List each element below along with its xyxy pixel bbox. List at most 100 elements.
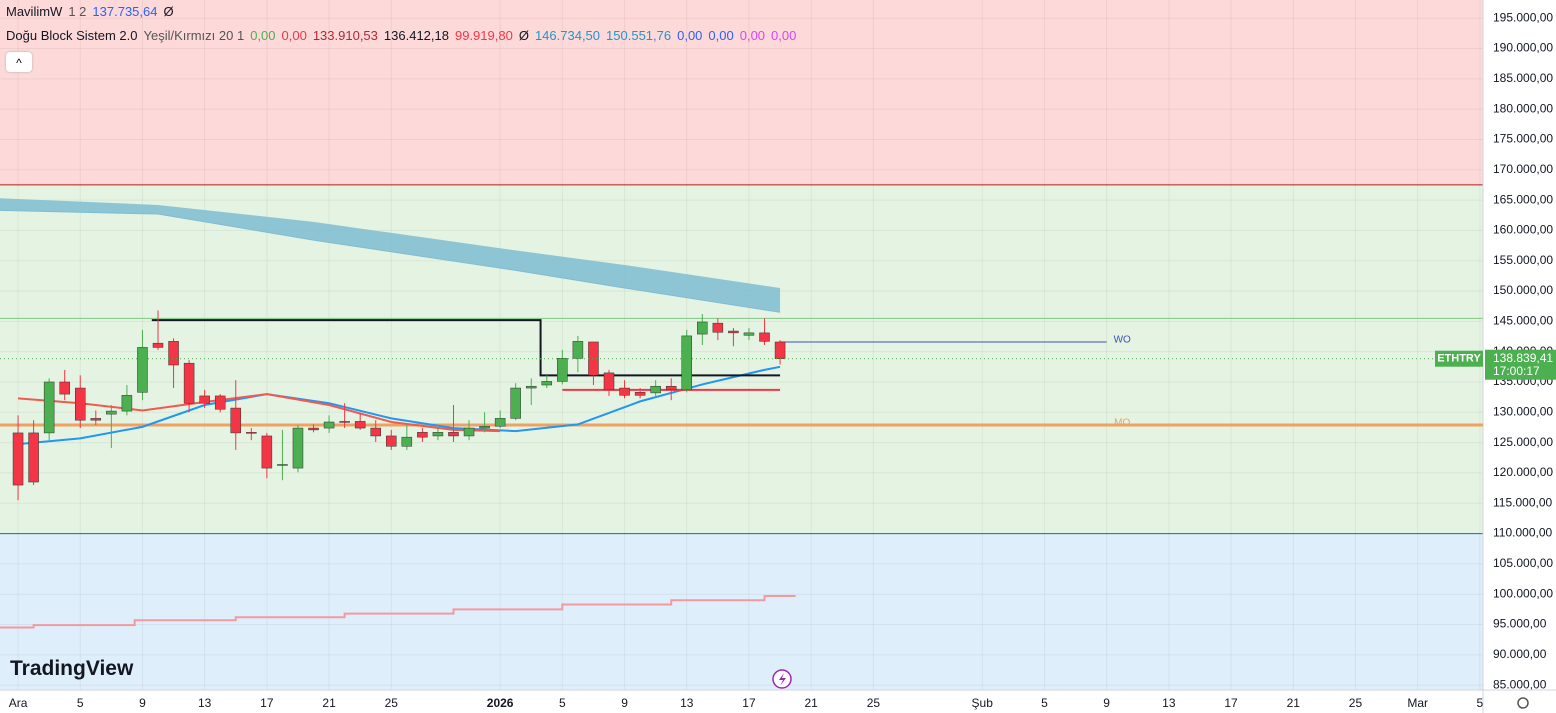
x-tick-label: Ara — [9, 696, 28, 710]
x-tick-label: 21 — [804, 696, 818, 710]
candle-body — [525, 385, 537, 389]
zone — [0, 0, 1483, 185]
candle-body — [90, 418, 102, 421]
candle-body — [370, 427, 381, 437]
candle-body — [650, 385, 661, 394]
y-tick-label: 145.000,00 — [1493, 314, 1553, 328]
y-tick-label: 155.000,00 — [1493, 253, 1553, 267]
candle-body — [137, 347, 148, 393]
overlay-line — [17, 393, 501, 433]
indicator-value: 146.734,50 — [534, 28, 601, 43]
y-tick-label: 105.000,00 — [1493, 556, 1553, 570]
y-tick-label: 180.000,00 — [1493, 101, 1553, 115]
y-tick-label: 130.000,00 — [1493, 404, 1553, 418]
x-tick-label: 17 — [742, 696, 756, 710]
level-label: WO — [1114, 335, 1131, 346]
indicator-value: 0,00 — [677, 28, 703, 43]
y-tick-label: 190.000,00 — [1493, 41, 1553, 55]
indicator-value: Ø — [163, 4, 174, 19]
legend-row[interactable]: MavilimW 1 2 137.735,64 Ø — [6, 2, 802, 26]
candle-body — [681, 335, 693, 391]
indicator-name: Doğu Block Sistem 2.0 — [6, 28, 138, 43]
indicator-value: 133.910,53 — [312, 28, 378, 43]
price-label: 138.839,41 — [1493, 351, 1553, 365]
candle-body — [230, 407, 242, 434]
candle-body — [277, 464, 288, 466]
x-tick-label: 25 — [385, 696, 399, 710]
candle-body — [417, 432, 428, 438]
y-tick-label: 185.000,00 — [1493, 71, 1553, 85]
x-tick-label: 21 — [1287, 696, 1301, 710]
x-tick-label: 17 — [260, 696, 274, 710]
indicator-value: 0,00 — [281, 28, 307, 43]
cloud-upper — [0, 198, 781, 313]
collapse-button[interactable]: ^ — [6, 52, 32, 72]
countdown-label: 17:00:17 — [1493, 364, 1540, 378]
x-tick-label: 2026 — [487, 696, 514, 710]
settings-icon — [1517, 697, 1529, 709]
x-tick-label: 21 — [322, 696, 336, 710]
legend: MavilimW 1 2 137.735,64 Ø Doğu Block Sistem … — [6, 2, 802, 50]
x-tick-label: 13 — [198, 696, 212, 710]
indicator-value: 0,00 — [771, 28, 797, 43]
indicator-value: 0,00 — [739, 28, 766, 43]
candle-body — [665, 385, 677, 391]
y-tick-label: 150.000,00 — [1493, 283, 1553, 297]
y-tick-label: 95.000,00 — [1493, 617, 1547, 631]
x-tick-label: 25 — [1349, 696, 1363, 710]
alert-bolt — [779, 673, 786, 686]
zone — [0, 184, 1483, 534]
y-tick-label: 90.000,00 — [1493, 647, 1547, 661]
indicator-value: 0,00 — [708, 28, 734, 43]
candle-body — [603, 372, 615, 391]
candle-body — [541, 381, 553, 386]
candle-body — [401, 436, 413, 447]
y-tick-label: 110.000,00 — [1493, 526, 1552, 540]
candle-body — [448, 432, 459, 437]
x-tick-label: Mar — [1407, 696, 1428, 710]
candle-body — [121, 395, 133, 412]
candle-body — [354, 421, 366, 429]
candle-body — [712, 322, 724, 333]
y-tick-label: 125.000,00 — [1493, 435, 1553, 449]
candle-body — [386, 435, 397, 447]
symbol-label: ETHTRY — [1437, 353, 1481, 365]
x-tick-label: 9 — [139, 696, 146, 710]
candle-body — [199, 395, 210, 404]
legend-row[interactable]: Doğu Block Sistem 2.0 Yeşil/Kırmızı 20 1 0… — [6, 26, 802, 50]
indicator-value: 136.412,18 — [383, 28, 449, 43]
candle-body — [697, 321, 708, 335]
candle-body — [152, 342, 164, 348]
candle-body — [494, 418, 506, 427]
indicator-value: 99.919,80 — [454, 28, 513, 43]
candle-body — [634, 392, 646, 396]
y-tick-label: 85.000,00 — [1493, 677, 1547, 691]
x-tick-label: 17 — [1224, 696, 1238, 710]
indicator-name: MavilimW — [6, 4, 63, 19]
candle-body — [743, 332, 755, 336]
candle-body — [432, 432, 444, 437]
candle-body — [214, 395, 226, 410]
price-tag — [1485, 349, 1556, 380]
candle-body — [774, 341, 786, 359]
x-tick-label: 13 — [680, 696, 694, 710]
zone — [0, 533, 1483, 690]
indicator-value: 137.735,64 — [92, 4, 158, 19]
symbol-tag — [1435, 350, 1483, 367]
candle-body — [74, 387, 86, 421]
y-tick-label: 100.000,00 — [1493, 586, 1553, 600]
x-tick-label: 13 — [1162, 696, 1176, 710]
candle-body — [292, 427, 304, 469]
y-tick-label: 160.000,00 — [1493, 223, 1553, 237]
candle-body — [479, 425, 490, 429]
y-tick-label: 195.000,00 — [1493, 10, 1553, 24]
y-tick-label: 115.000,00 — [1493, 495, 1552, 509]
candle-body — [339, 421, 350, 423]
candle-body — [43, 381, 55, 434]
params: Yeşil/Kırmızı 20 1 — [143, 28, 245, 43]
x-tick-label: 9 — [1103, 696, 1110, 710]
candle-body — [323, 421, 335, 429]
candle-body — [463, 427, 475, 437]
